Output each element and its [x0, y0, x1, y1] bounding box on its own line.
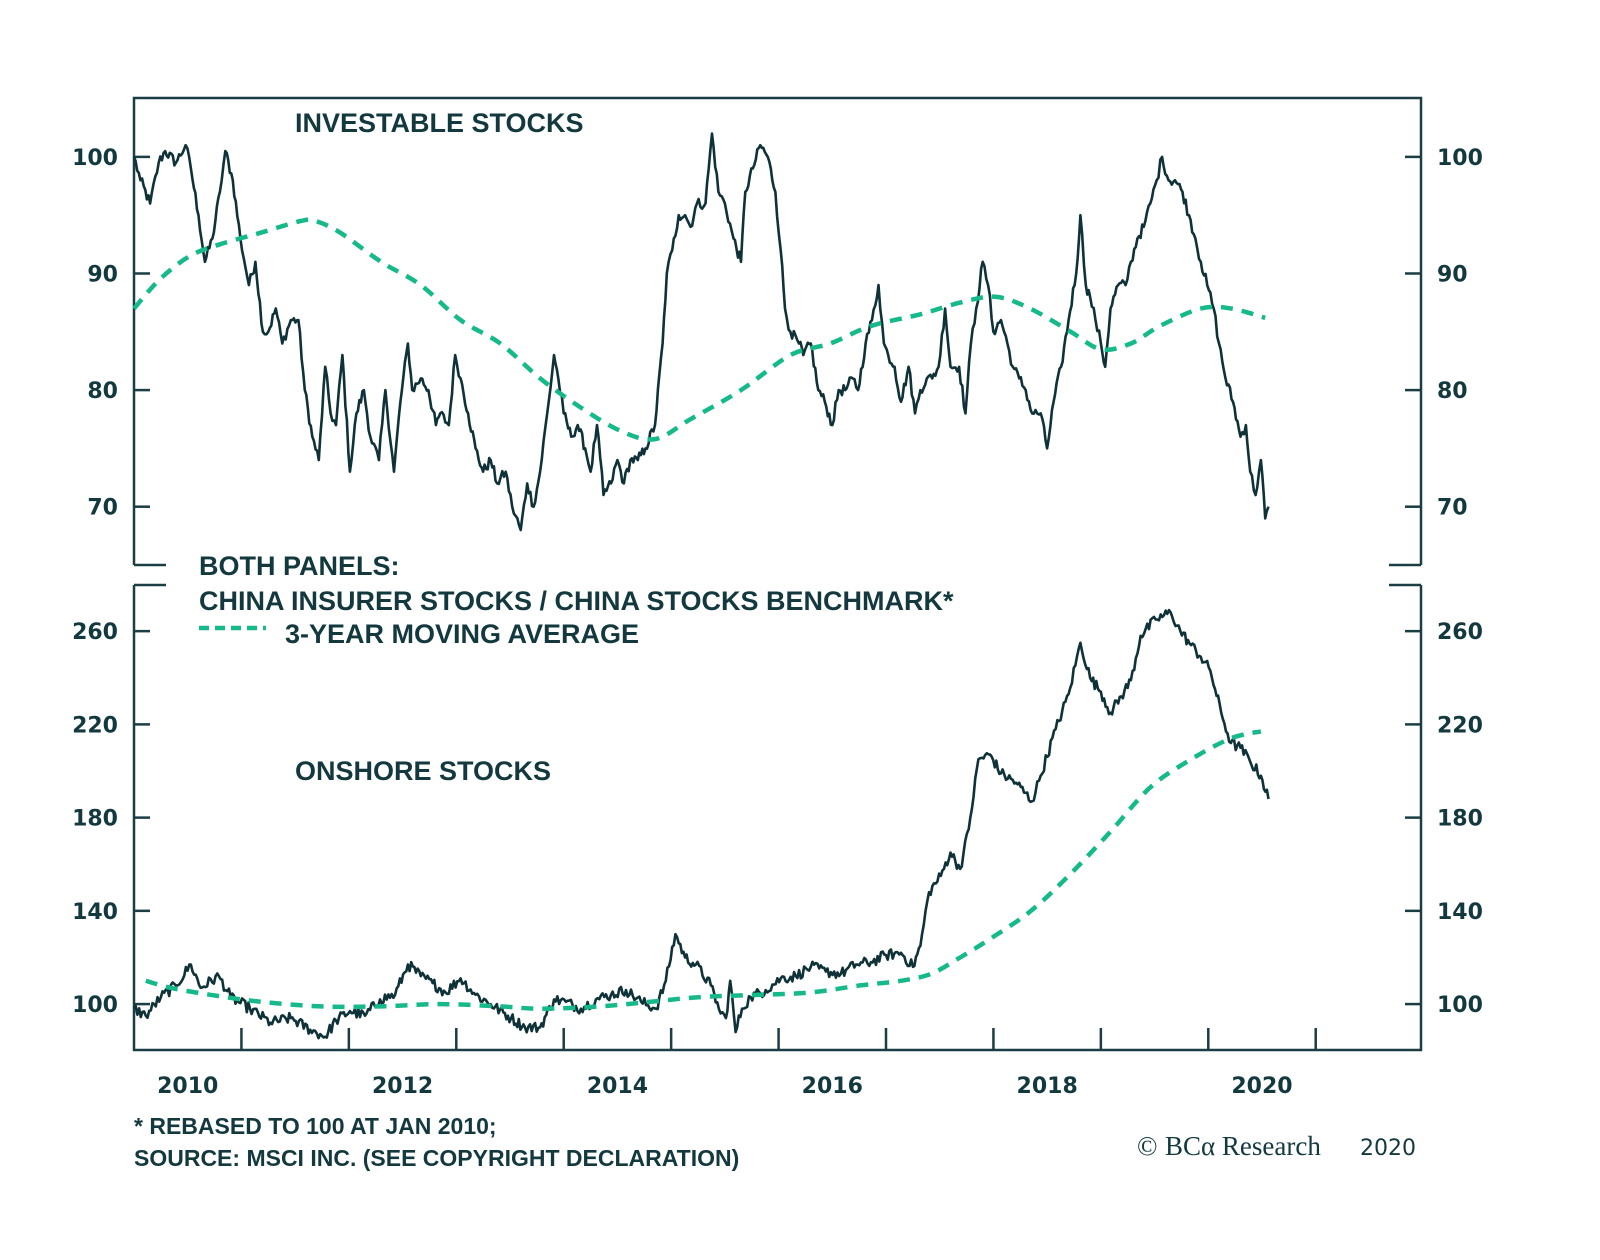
y-tick-label-right: 100 — [1437, 146, 1483, 171]
brand-name: BCα Research — [1165, 1131, 1321, 1161]
x-axis-labels: 2010 2012 2014 2016 2018 2020 — [157, 1074, 1293, 1099]
y-tick-label-left: 220 — [72, 713, 118, 738]
legend-header: BOTH PANELS: — [199, 551, 400, 581]
y-tick-label-right: 220 — [1437, 713, 1483, 738]
y-tick-label-right: 180 — [1437, 807, 1483, 832]
x-tick-label: 2012 — [372, 1074, 433, 1099]
y-tick-label-left: 100 — [72, 993, 118, 1018]
top-y-ticks: 70 70 80 80 90 90 100 100 — [72, 146, 1483, 521]
credit-year: 2020 — [1360, 1136, 1416, 1161]
x-tick-label: 2016 — [802, 1074, 863, 1099]
bottom-panel-title: ONSHORE STOCKS — [295, 756, 551, 786]
onshore-series-line — [132, 608, 1270, 1040]
y-tick-label-left: 90 — [87, 262, 118, 287]
top-panel: 70 70 80 80 90 90 100 100 INVESTABLE STOCKS — [72, 96, 1483, 567]
y-tick-label-left: 260 — [72, 620, 118, 645]
x-tick-label: 2014 — [587, 1074, 648, 1099]
y-tick-label-right: 70 — [1437, 496, 1468, 521]
copyright-symbol: © — [1137, 1131, 1158, 1161]
legend-ma-label: 3-YEAR MOVING AVERAGE — [285, 619, 639, 649]
footnote-rebased: * REBASED TO 100 AT JAN 2010; — [134, 1113, 497, 1139]
footnotes: * REBASED TO 100 AT JAN 2010; SOURCE: MS… — [134, 1113, 739, 1171]
y-tick-label-left: 140 — [72, 900, 118, 925]
y-tick-label-right: 140 — [1437, 900, 1483, 925]
x-tick-label: 2010 — [157, 1074, 218, 1099]
y-tick-label-right: 90 — [1437, 262, 1468, 287]
bottom-panel: 100 100 140 140 180 180 220 220 260 260 ONSHORE S… — [72, 583, 1483, 1052]
top-panel-frame — [132, 96, 1423, 565]
onshore-moving-average-line — [145, 729, 1262, 1011]
bottom-series-group — [132, 608, 1270, 1040]
y-tick-label-right: 100 — [1437, 993, 1483, 1018]
x-tick-label: 2020 — [1231, 1074, 1292, 1099]
bottom-y-ticks: 100 100 140 140 180 180 220 220 260 260 — [72, 620, 1483, 1018]
x-tick-label: 2018 — [1017, 1074, 1078, 1099]
y-tick-label-left: 80 — [87, 379, 118, 404]
y-tick-label-left: 70 — [87, 496, 118, 521]
top-panel-title: INVESTABLE STOCKS — [295, 108, 584, 138]
legend-series-label: CHINA INSURER STOCKS / CHINA STOCKS BENC… — [199, 586, 954, 616]
top-series-group — [132, 132, 1270, 532]
y-tick-label-right: 260 — [1437, 620, 1483, 645]
y-tick-label-left: 180 — [72, 807, 118, 832]
y-tick-label-right: 80 — [1437, 379, 1468, 404]
investable-series-line — [132, 132, 1270, 532]
credit: © BCα Research 2020 — [1137, 1131, 1416, 1161]
investable-moving-average-line — [132, 217, 1266, 442]
legend: BOTH PANELS: CHINA INSURER STOCKS / CHIN… — [199, 551, 954, 649]
y-tick-label-left: 100 — [72, 146, 118, 171]
footnote-source: SOURCE: MSCI INC. (SEE COPYRIGHT DECLARA… — [134, 1145, 739, 1171]
x-ticks — [240, 1028, 1317, 1050]
